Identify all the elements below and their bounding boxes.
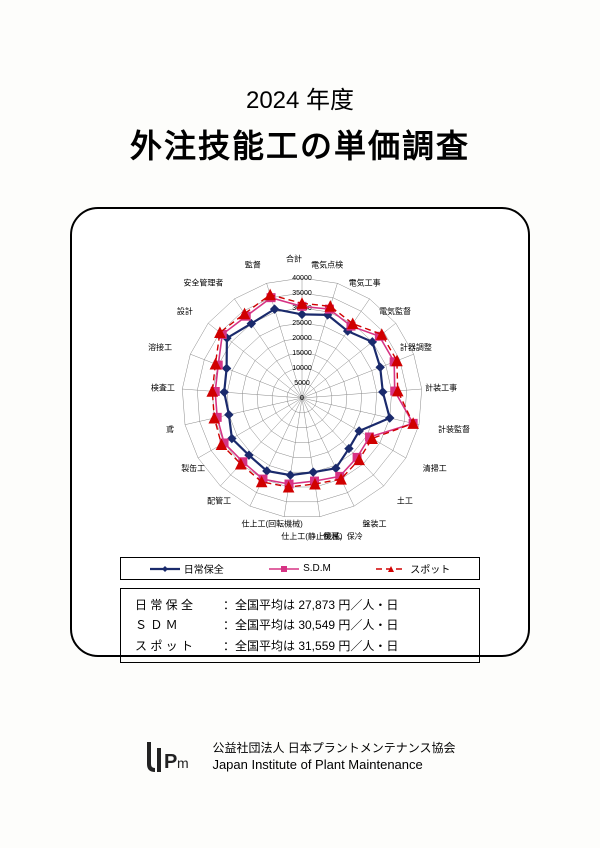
legend: 日常保全 S.D.M スポット	[120, 557, 480, 580]
svg-text:溶接工: 溶接工	[148, 342, 172, 352]
legend-item: S.D.M	[269, 563, 331, 575]
svg-text:土工: 土工	[397, 495, 413, 505]
legend-swatch-icon	[376, 563, 406, 575]
svg-text:5000: 5000	[294, 380, 310, 387]
svg-text:盤装工: 盤装工	[363, 519, 387, 529]
summary-label: 日 常 保 全	[135, 595, 223, 615]
summary-label: ス ポ ッ ト	[135, 636, 223, 656]
year-label: 2024 年度	[50, 80, 550, 115]
svg-text:40000: 40000	[292, 275, 312, 282]
summary-row: 日 常 保 全：全国平均は 27,873 円／人・日	[135, 595, 465, 615]
svg-text:電気点検: 電気点検	[311, 260, 343, 270]
svg-text:製缶工: 製缶工	[181, 463, 205, 473]
summary: 日 常 保 全：全国平均は 27,873 円／人・日Ｓ Ｄ Ｍ：全国平均は 30…	[120, 588, 480, 663]
svg-text:計器調整: 計器調整	[400, 342, 432, 352]
svg-text:m: m	[177, 755, 189, 771]
summary-row: ス ポ ッ ト：全国平均は 31,559 円／人・日	[135, 636, 465, 656]
svg-text:仕上工(静止機械): 仕上工(静止機械)	[281, 531, 343, 541]
svg-text:鳶: 鳶	[166, 424, 174, 434]
svg-text:25000: 25000	[292, 320, 312, 327]
summary-value: ：全国平均は 30,549 円／人・日	[223, 618, 398, 632]
svg-text:電気監督: 電気監督	[379, 306, 411, 316]
svg-text:配管工: 配管工	[207, 495, 231, 505]
main-title: 外注技能工の単価調査	[50, 121, 550, 167]
legend-item: 日常保全	[150, 561, 224, 576]
svg-text:計装工事: 計装工事	[425, 383, 457, 393]
svg-text:安全管理者: 安全管理者	[183, 278, 223, 288]
legend-item: スポット	[376, 561, 450, 576]
header: 2024 年度 外注技能工の単価調査	[50, 80, 550, 167]
svg-text:清掃工: 清掃工	[423, 463, 447, 473]
footer-org-en: Japan Institute of Plant Maintenance	[212, 756, 455, 774]
jipm-logo-icon: P m	[144, 738, 202, 776]
page: 2024 年度 外注技能工の単価調査 合計電気点検電気工事電気監督計器調整計装工…	[0, 0, 600, 848]
svg-text:P: P	[164, 751, 177, 773]
legend-label: スポット	[410, 561, 450, 576]
footer-text: 公益社団法人 日本プラントメンテナンス協会 Japan Institute of…	[212, 740, 455, 775]
svg-text:監督: 監督	[245, 260, 261, 270]
svg-text:0: 0	[300, 395, 304, 402]
radar-chart: 合計電気点検電気工事電気監督計器調整計装工事計装監督清掃工土工盤装工保温、保冷仕…	[92, 223, 508, 553]
svg-text:検査工: 検査工	[151, 383, 175, 393]
footer-org-ja: 公益社団法人 日本プラントメンテナンス協会	[212, 740, 455, 757]
legend-swatch-icon	[269, 563, 299, 575]
chart-container: 合計電気点検電気工事電気監督計器調整計装工事計装監督清掃工土工盤装工保温、保冷仕…	[70, 207, 530, 657]
svg-text:15000: 15000	[292, 350, 312, 357]
svg-text:仕上工(回転機械): 仕上工(回転機械)	[241, 519, 303, 529]
svg-text:35000: 35000	[292, 290, 312, 297]
summary-value: ：全国平均は 31,559 円／人・日	[223, 639, 398, 653]
summary-row: Ｓ Ｄ Ｍ：全国平均は 30,549 円／人・日	[135, 615, 465, 635]
summary-value: ：全国平均は 27,873 円／人・日	[223, 598, 398, 612]
legend-swatch-icon	[150, 563, 180, 575]
svg-text:計装監督: 計装監督	[438, 424, 470, 434]
summary-label: Ｓ Ｄ Ｍ	[135, 615, 223, 635]
svg-text:20000: 20000	[292, 335, 312, 342]
svg-text:設計: 設計	[177, 306, 193, 316]
legend-label: 日常保全	[184, 561, 224, 576]
svg-text:電気工事: 電気工事	[349, 278, 381, 288]
footer: P m 公益社団法人 日本プラントメンテナンス協会 Japan Institut…	[0, 738, 600, 776]
svg-text:10000: 10000	[292, 365, 312, 372]
legend-label: S.D.M	[303, 563, 331, 574]
svg-text:合計: 合計	[286, 254, 302, 264]
